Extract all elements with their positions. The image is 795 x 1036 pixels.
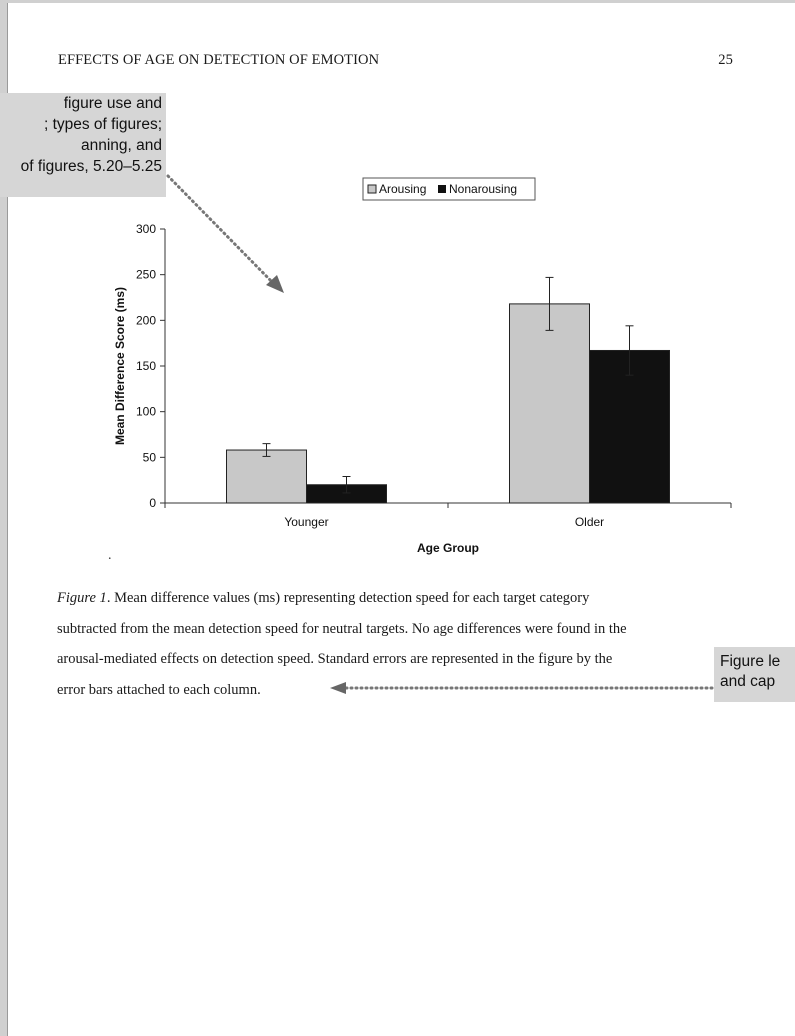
y-tick-label: 150 (136, 359, 156, 373)
x-axis-title: Age Group (417, 541, 479, 555)
bar-arousing-older (509, 303, 590, 504)
bar-nonarousing-older (589, 349, 670, 504)
x-ticks: Younger Older (164, 503, 732, 529)
callout-right: Figure le and cap (714, 647, 795, 702)
arrow-right-callout (330, 682, 714, 694)
caption-line-2: subtracted from the mean detection speed… (57, 620, 627, 637)
legend-swatch-nonarousing (438, 185, 446, 193)
figure-caption: Figure 1. Mean difference values (ms) re… (57, 583, 757, 705)
caption-line-4: error bars attached to each column. (57, 681, 261, 698)
figure-label: Figure 1 (57, 590, 107, 606)
caption-line-3: arousal-mediated effects on detection sp… (57, 651, 613, 667)
arrow-left-callout (166, 174, 284, 293)
y-tick-label: 200 (136, 313, 156, 327)
legend-label-nonarousing: Nonarousing (449, 182, 517, 196)
y-axis-title: Mean Difference Score (ms) (113, 287, 127, 445)
legend-swatch-arousing (367, 184, 377, 194)
y-tick-label: 50 (143, 450, 157, 464)
callout-left-line: figure use and (63, 95, 162, 112)
running-head-title: EFFECTS OF AGE ON DETECTION OF EMOTION (58, 52, 380, 68)
y-tick-label: 250 (136, 268, 156, 282)
page-number: 25 (718, 52, 733, 68)
x-tick-label: Younger (284, 515, 328, 529)
x-tick-label: Older (575, 515, 604, 529)
error-bar (342, 476, 351, 494)
error-bar (262, 443, 271, 457)
callout-left: figure use and ; types of figures; annin… (0, 93, 166, 197)
callout-left-line: of figures, 5.20–5.25 (20, 158, 162, 175)
chart-legend: Arousing Nonarousing (362, 177, 536, 201)
caption-line-1: Figure 1. Mean difference values (ms) re… (57, 583, 757, 614)
caption-text: . Mean difference values (ms) representi… (106, 590, 590, 606)
bar-arousing-younger (226, 449, 307, 504)
callout-left-line: anning, and (80, 137, 162, 154)
y-tick-label: 0 (149, 496, 156, 510)
callout-left-line: ; types of figures; (43, 116, 162, 133)
y-ticks: 0 50 100 150 200 250 300 (136, 222, 165, 510)
y-tick-label: 100 (136, 405, 156, 419)
callout-right-line: Figure le (720, 653, 781, 670)
stray-mark: . (108, 548, 112, 563)
callout-right-line: and cap (720, 673, 776, 690)
bars (226, 276, 670, 504)
error-bar (545, 276, 554, 331)
y-tick-label: 300 (136, 222, 156, 236)
error-bar (625, 325, 634, 376)
legend-label-arousing: Arousing (379, 182, 426, 196)
